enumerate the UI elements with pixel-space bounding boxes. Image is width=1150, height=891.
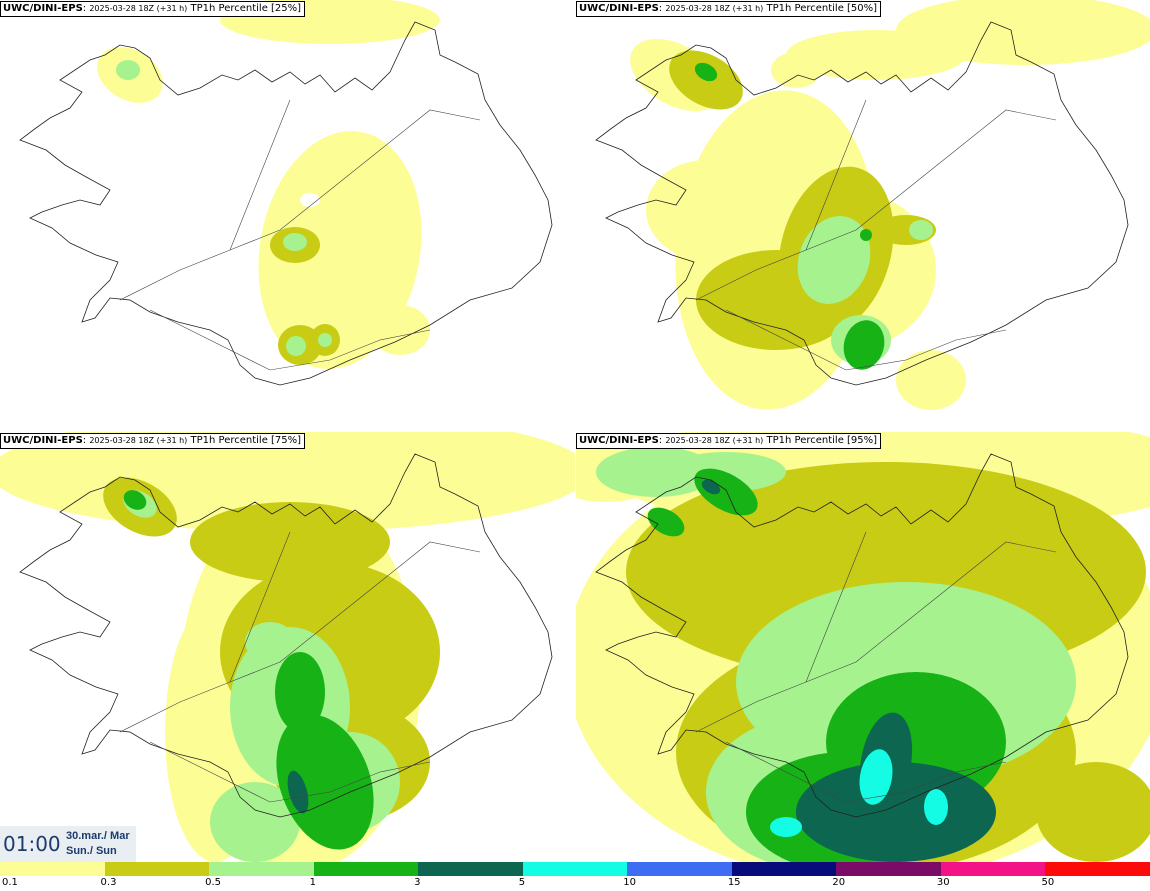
- road-line: [695, 541, 1057, 733]
- legend-tick-label: 3: [414, 877, 421, 888]
- legend-tick-label: 1: [309, 877, 316, 888]
- precip-map: [576, 432, 1150, 863]
- precip-area: [283, 233, 307, 251]
- legend-tick-label: 15: [727, 877, 741, 888]
- map-panel-p25: UWC/DINI-EPS: 2025-03-28 18Z (+31 h) TP1…: [0, 0, 575, 431]
- road-line: [695, 109, 1057, 301]
- precip-area: [245, 622, 295, 662]
- valid-time: 01:00: [3, 832, 61, 856]
- legend-swatch: [731, 862, 837, 876]
- precip-area: [797, 216, 871, 304]
- coastline: [19, 21, 553, 386]
- legend-swatch: [940, 862, 1046, 876]
- precip-area: [786, 30, 966, 80]
- precip-area: [275, 652, 325, 732]
- color-legend: [0, 862, 1150, 876]
- legend-tick-label: 20: [832, 877, 846, 888]
- legend-tick-label: 0.5: [205, 877, 221, 888]
- precip-area: [123, 490, 147, 510]
- precip-area: [909, 220, 933, 240]
- precip-area: [924, 789, 948, 825]
- legend-swatch: [313, 862, 419, 876]
- precip-area: [287, 770, 309, 814]
- map-panel-p75: UWC/DINI-EPS: 2025-03-28 18Z (+31 h) TP1…: [0, 432, 575, 863]
- road-line: [149, 309, 431, 371]
- coastline: [595, 453, 1129, 818]
- legend-swatch: [209, 862, 314, 876]
- legend-tick-label: 0.1: [2, 877, 18, 888]
- precip-area: [770, 817, 802, 837]
- road-line: [725, 309, 1007, 371]
- precip-area: [190, 502, 390, 582]
- panel-title: UWC/DINI-EPS: 2025-03-28 18Z (+31 h) TP1…: [0, 1, 306, 17]
- road-line: [805, 99, 867, 251]
- precip-area: [210, 782, 300, 862]
- road-line: [149, 741, 431, 803]
- precip-area: [771, 52, 821, 88]
- coastline: [595, 21, 1129, 386]
- road-line: [229, 531, 291, 683]
- valid-date: 30.mar./ Mar: [66, 830, 130, 842]
- legend-swatch: [836, 862, 941, 876]
- road-line: [119, 541, 481, 733]
- legend-tick-label: 5: [518, 877, 526, 888]
- panel-title: UWC/DINI-EPS: 2025-03-28 18Z (+31 h) TP1…: [0, 433, 306, 449]
- precip-map: [0, 432, 575, 863]
- precip-area: [647, 507, 685, 537]
- legend-tick-label: 10: [623, 877, 636, 888]
- map-panel-p50: UWC/DINI-EPS: 2025-03-28 18Z (+31 h) TP1…: [576, 0, 1150, 431]
- road-line: [119, 109, 481, 301]
- precip-area: [116, 60, 140, 80]
- precip-area: [859, 749, 893, 805]
- legend-swatch: [104, 862, 210, 876]
- road-line: [229, 99, 291, 251]
- precip-map: [595, 0, 1150, 410]
- valid-day: Sun./ Sun: [66, 845, 117, 857]
- panel-title: UWC/DINI-EPS: 2025-03-28 18Z (+31 h) TP1…: [576, 433, 882, 449]
- precip-area: [694, 62, 718, 82]
- road-line: [805, 531, 867, 683]
- precip-area: [646, 160, 766, 260]
- legend-tick-label: 30: [936, 877, 950, 888]
- precip-area: [276, 714, 374, 850]
- precip-area: [843, 320, 885, 370]
- map-panel-p95: UWC/DINI-EPS: 2025-03-28 18Z (+31 h) TP1…: [576, 432, 1150, 863]
- legend-tick-label: 0.3: [100, 877, 117, 888]
- precip-area: [896, 350, 966, 410]
- precip-area: [370, 305, 430, 355]
- road-line: [725, 741, 1007, 803]
- legend-swatch: [522, 862, 628, 876]
- precip-area: [258, 131, 422, 369]
- precip-map: [19, 0, 553, 386]
- legend-swatch: [627, 862, 732, 876]
- precip-area: [1036, 762, 1150, 862]
- legend-ticks: 0.1 0.3 0.5 1 3 5 10 15 20 30 50: [0, 877, 1150, 891]
- precip-area: [860, 229, 872, 241]
- precip-area: [286, 336, 306, 356]
- legend-swatch: [0, 862, 105, 876]
- legend-tick-label: 50: [1041, 877, 1055, 888]
- precip-area: [796, 762, 996, 862]
- legend-swatch: [1045, 862, 1150, 876]
- panel-title: UWC/DINI-EPS: 2025-03-28 18Z (+31 h) TP1…: [576, 1, 882, 17]
- legend-swatch: [418, 862, 523, 876]
- precip-area: [300, 193, 320, 207]
- coastline: [19, 453, 553, 818]
- precip-area: [318, 333, 332, 347]
- valid-time-box: 01:00 30.mar./ Mar Sun./ Sun: [0, 826, 136, 862]
